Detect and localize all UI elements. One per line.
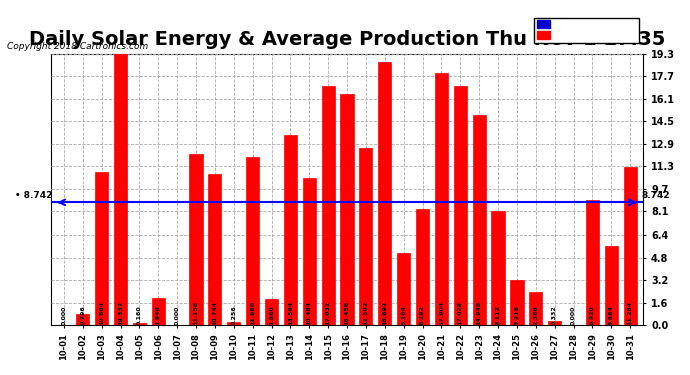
Bar: [303, 178, 316, 326]
Text: Copyright 2018 Cartronics.com: Copyright 2018 Cartronics.com: [7, 42, 148, 51]
Text: • 8.742: • 8.742: [15, 190, 52, 200]
Text: 16.456: 16.456: [344, 300, 350, 325]
Bar: [132, 323, 146, 326]
Text: 10.744: 10.744: [213, 300, 217, 325]
Text: 19.332: 19.332: [118, 300, 123, 325]
Text: 0.796: 0.796: [80, 305, 86, 325]
Bar: [397, 253, 411, 326]
Bar: [529, 292, 542, 326]
Text: 2.368: 2.368: [533, 305, 538, 325]
Text: 5.164: 5.164: [401, 305, 406, 325]
Bar: [435, 74, 448, 326]
Bar: [284, 135, 297, 326]
Text: 13.564: 13.564: [288, 300, 293, 325]
Bar: [511, 280, 524, 326]
Text: 10.864: 10.864: [99, 300, 104, 325]
Text: 8.742: 8.742: [642, 190, 670, 200]
Bar: [378, 62, 391, 326]
Bar: [491, 211, 504, 326]
Text: 11.284: 11.284: [628, 300, 633, 325]
Bar: [359, 148, 373, 326]
Bar: [473, 115, 486, 326]
Bar: [76, 314, 90, 326]
Text: 0.160: 0.160: [137, 305, 142, 325]
Bar: [604, 246, 618, 326]
Text: 17.032: 17.032: [326, 300, 331, 325]
Text: 12.592: 12.592: [364, 300, 368, 325]
Text: 3.216: 3.216: [515, 305, 520, 325]
Text: 12.156: 12.156: [193, 300, 199, 325]
Bar: [190, 154, 203, 326]
Bar: [227, 322, 240, 326]
Text: 14.948: 14.948: [477, 300, 482, 325]
Bar: [624, 166, 637, 326]
Title: Daily Solar Energy & Average Production Thu Nov 1 17:35: Daily Solar Energy & Average Production …: [29, 30, 665, 50]
Bar: [416, 209, 429, 326]
Text: 0.256: 0.256: [231, 305, 236, 325]
Text: 0.000: 0.000: [175, 305, 179, 325]
Text: 10.484: 10.484: [307, 300, 312, 325]
Bar: [548, 321, 561, 326]
Text: 17.904: 17.904: [439, 300, 444, 325]
Text: 1.948: 1.948: [156, 305, 161, 325]
Text: 18.692: 18.692: [382, 300, 387, 325]
Bar: [586, 200, 599, 326]
Bar: [322, 86, 335, 326]
Bar: [265, 299, 278, 326]
Bar: [114, 53, 127, 326]
Bar: [208, 174, 221, 326]
Text: 11.980: 11.980: [250, 300, 255, 325]
Bar: [246, 157, 259, 326]
Bar: [453, 86, 467, 326]
Legend: Average  (kWh), Daily  (kWh): Average (kWh), Daily (kWh): [534, 18, 639, 43]
Bar: [95, 172, 108, 326]
Bar: [152, 298, 165, 326]
Bar: [340, 94, 353, 326]
Text: 1.860: 1.860: [269, 305, 274, 325]
Text: 0.000: 0.000: [61, 305, 66, 325]
Text: 8.292: 8.292: [420, 305, 425, 325]
Text: 17.028: 17.028: [457, 300, 463, 325]
Text: 8.112: 8.112: [495, 305, 500, 325]
Text: 0.332: 0.332: [552, 305, 557, 325]
Text: 8.920: 8.920: [590, 305, 595, 325]
Text: 5.664: 5.664: [609, 305, 614, 325]
Text: 0.000: 0.000: [571, 305, 576, 325]
